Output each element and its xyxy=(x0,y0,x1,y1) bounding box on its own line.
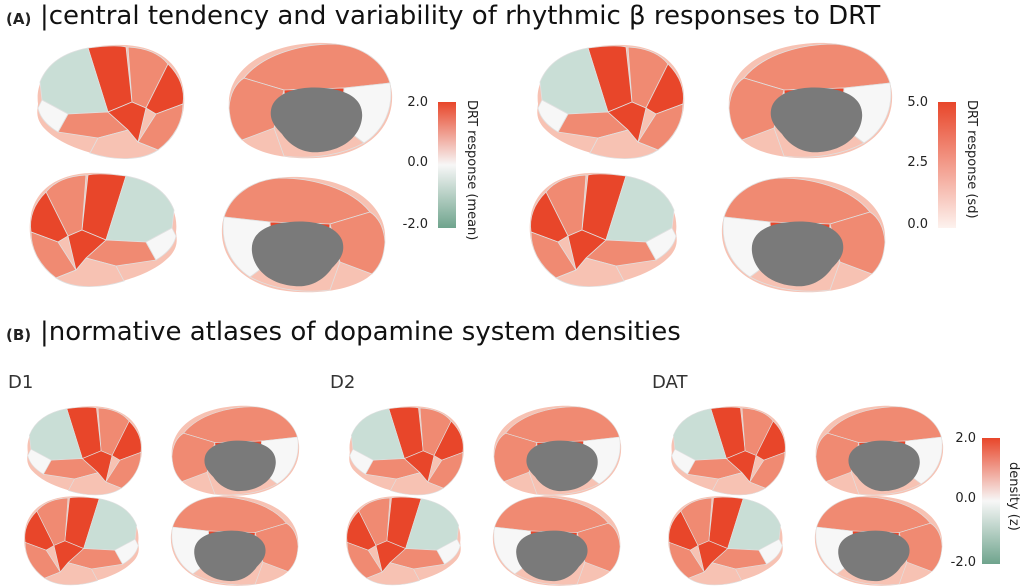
cb-sd-tick-max: 5.0 xyxy=(907,95,928,110)
panel-b-title-text: normative atlases of dopamine system den… xyxy=(48,317,681,347)
brain-a-mean-medial-left xyxy=(228,42,393,159)
map-label-d1: D1 xyxy=(8,372,34,393)
cb-sd-tick-min: 0.0 xyxy=(907,217,928,232)
brain-d2-medial-left xyxy=(493,405,622,497)
cb-density-tick-max: 2.0 xyxy=(955,431,976,446)
brain-dat-medial-left xyxy=(815,405,944,497)
brain-d1-medial-left xyxy=(171,405,300,497)
cb-density-tick-min: -2.0 xyxy=(951,555,976,570)
brain-a-mean-medial-right xyxy=(221,176,386,293)
brain-dat-medial-right xyxy=(814,495,943,586)
brain-a-mean-lateral-left xyxy=(36,44,185,160)
brain-a-sd-medial-right xyxy=(721,176,886,293)
brain-d1-lateral-left xyxy=(26,405,143,496)
map-label-dat: DAT xyxy=(652,372,688,393)
panel-b-title: |normative atlases of dopamine system de… xyxy=(40,317,681,347)
cb-sd-tick-mid: 2.5 xyxy=(907,155,928,170)
panel-a-title-text: central tendency and variability of rhyt… xyxy=(48,1,881,31)
cb-mean-tick-mid: 0.0 xyxy=(407,155,428,170)
map-label-d2: D2 xyxy=(330,372,356,393)
cb-sd-title: DRT response (sd) xyxy=(964,100,979,219)
panel-a-tag: (A) xyxy=(6,10,32,28)
colorbar-density xyxy=(982,438,1000,564)
brain-a-sd-lateral-left xyxy=(536,44,685,160)
cb-density-title: density (z) xyxy=(1006,462,1021,531)
brain-d1-lateral-right xyxy=(23,495,140,586)
panel-a-title: |central tendency and variability of rhy… xyxy=(40,1,881,31)
cb-mean-title: DRT response (mean) xyxy=(464,100,479,240)
brain-d2-lateral-right xyxy=(345,495,462,586)
brain-dat-lateral-left xyxy=(670,405,787,496)
cb-mean-tick-max: 2.0 xyxy=(407,95,428,110)
brain-d2-lateral-left xyxy=(348,405,465,496)
panel-b-tag: (B) xyxy=(6,326,32,344)
brain-a-sd-lateral-right xyxy=(529,172,678,288)
cb-mean-tick-min: -2.0 xyxy=(403,217,428,232)
colorbar-sd xyxy=(938,102,956,228)
brain-d1-medial-right xyxy=(170,495,299,586)
brain-a-mean-lateral-right xyxy=(29,172,178,288)
brain-dat-lateral-right xyxy=(667,495,784,586)
cb-density-tick-mid: 0.0 xyxy=(955,491,976,506)
colorbar-mean xyxy=(438,102,456,228)
brain-d2-medial-right xyxy=(492,495,621,586)
brain-a-sd-medial-left xyxy=(728,42,893,159)
